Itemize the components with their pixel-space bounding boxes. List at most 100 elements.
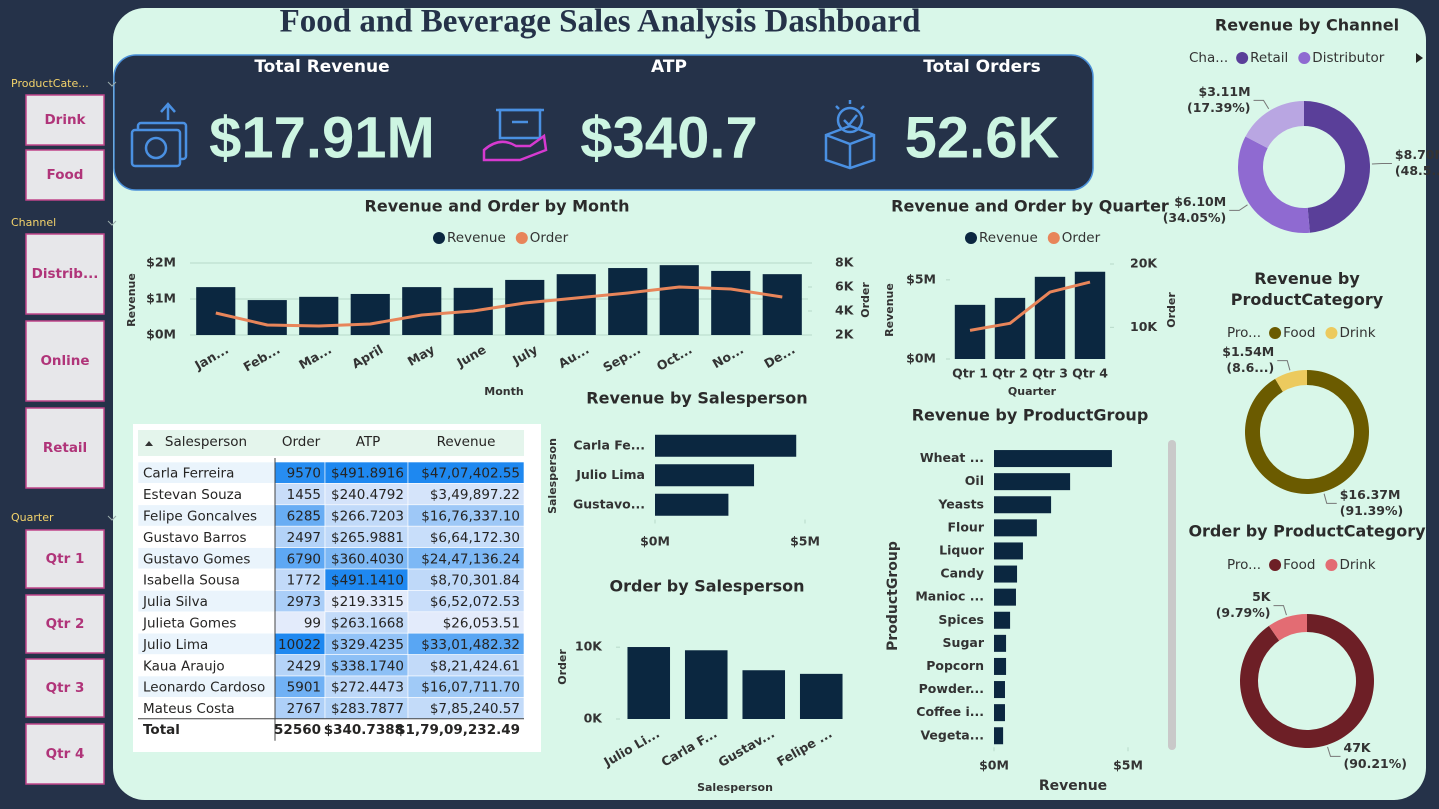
scrollbar [1168,440,1176,750]
data-label: 47K [1344,740,1372,755]
table-cell: 5901 [287,680,321,696]
leader-line [1277,360,1291,371]
table-cell: Julia Silva [142,594,208,610]
y-tick-label: $2M [146,255,176,270]
table-cell: $283.7877 [331,701,404,717]
table-cell: $491.8916 [331,466,404,482]
slicer-button[interactable] [25,233,105,315]
x-tick-label: $0M [640,534,670,549]
legend-label: Order [1062,230,1101,246]
slicer-item[interactable]: Online [40,353,89,369]
bar [994,634,1007,652]
data-label: (8.6...) [1226,360,1274,375]
legend-title: Pro... [1227,557,1261,573]
slicer-item[interactable]: Drink [44,112,86,128]
table-cell: 9570 [287,466,321,482]
chart-title: Revenue by ProductCategory [1230,269,1384,309]
slicer-item[interactable]: Qtr 4 [46,746,85,762]
table-total: $340.7388 [324,722,404,738]
x-tick-label: Qtr 2 [992,366,1028,381]
slicer-button[interactable] [25,723,105,785]
slicer-item[interactable]: Qtr 2 [46,616,85,632]
slicer-item[interactable]: Distrib... [32,266,99,282]
data-label: (91.39%) [1340,503,1404,518]
y-axis-label: ProductGroup [885,541,901,651]
table-cell: $338.1740 [331,658,404,674]
bar [762,274,802,335]
table-cell: 2767 [287,701,321,717]
slicer-button[interactable] [25,320,105,402]
line [969,280,1091,332]
atp-icon [482,108,548,162]
y-tick-label: Liquor [939,542,985,557]
slicer-item[interactable]: Retail [43,440,87,456]
y-tick-label: Candy [940,566,984,581]
data-label: (90.21%) [1344,756,1408,771]
table-cell: 6790 [287,551,321,567]
bar [402,287,442,335]
table-cell: $8,70,301.84 [430,573,520,589]
y2-tick-label: 4K [835,303,855,318]
legend-label: Food [1283,325,1315,341]
kpi-label: ATP [651,57,687,77]
slicer-item[interactable]: Qtr 3 [46,680,85,696]
y-tick-label: Popcorn [926,658,984,673]
x-axis-label: Revenue [1039,778,1107,794]
donut-slice [1268,614,1307,641]
line [215,285,783,328]
bar [994,450,1112,468]
table-cell: 2429 [287,658,321,674]
legend-label: Food [1283,557,1315,573]
y2-axis-label: Order [1165,292,1178,328]
y-axis-label: Salesperson [546,438,559,514]
bar [994,297,1026,359]
slicer-button[interactable] [25,94,105,146]
bar [799,673,843,719]
legend-label: Order [530,230,569,246]
y-tick-label: Carla Fe... [573,437,645,452]
table-cell: $491.1410 [331,573,404,589]
dashboard-title: Food and Beverage Sales Analysis Dashboa… [280,4,921,40]
table-cell: $360.4030 [331,551,404,567]
y-tick-label: Manioc ... [915,589,984,604]
slicer-button[interactable] [25,529,105,589]
kpi-card [113,54,1094,191]
donut-slice [1238,136,1310,233]
y-tick-label: Wheat ... [920,450,984,465]
y-tick-label: 10K [575,639,603,654]
slicer-button[interactable] [25,658,105,718]
table-cell: $16,07,711.70 [421,680,520,696]
chart-title: Revenue and Order by Quarter [891,197,1169,216]
slicer-button[interactable] [25,407,105,489]
table-cell: Julio Lima [142,637,208,653]
slicer-chevron [107,81,117,87]
slicer-button[interactable] [25,149,105,201]
table-cell: 2497 [287,530,321,546]
y-axis-label: Revenue [125,273,138,327]
bar [994,542,1023,560]
legend-title: Cha... [1189,50,1228,66]
slicer-button[interactable] [25,594,105,654]
data-label: $3.11M [1199,84,1251,99]
slicer-label: ProductCate... [11,77,89,90]
table-header-bg [138,430,524,456]
table-cell: $24,47,136.24 [421,551,520,567]
table-cell: $272.4473 [331,680,404,696]
donut-slice [1245,101,1304,149]
slicer-item[interactable]: Food [47,167,84,183]
kpi-label: Total Orders [923,57,1040,77]
legend-label: Retail [1250,50,1288,66]
table-total: $1,79,09,232.49 [396,722,520,738]
legend-swatch [1269,327,1282,339]
table-cell: $26,053.51 [443,616,520,632]
legend-label: Drink [1339,325,1375,341]
bar [196,287,236,335]
table-cell: 2973 [287,594,321,610]
bar [994,473,1071,491]
slicer-item[interactable]: Qtr 1 [46,551,85,567]
x-axis-label: Month [484,385,523,398]
orders-icon [824,100,876,170]
chart-title: Order by Salesperson [610,577,805,596]
